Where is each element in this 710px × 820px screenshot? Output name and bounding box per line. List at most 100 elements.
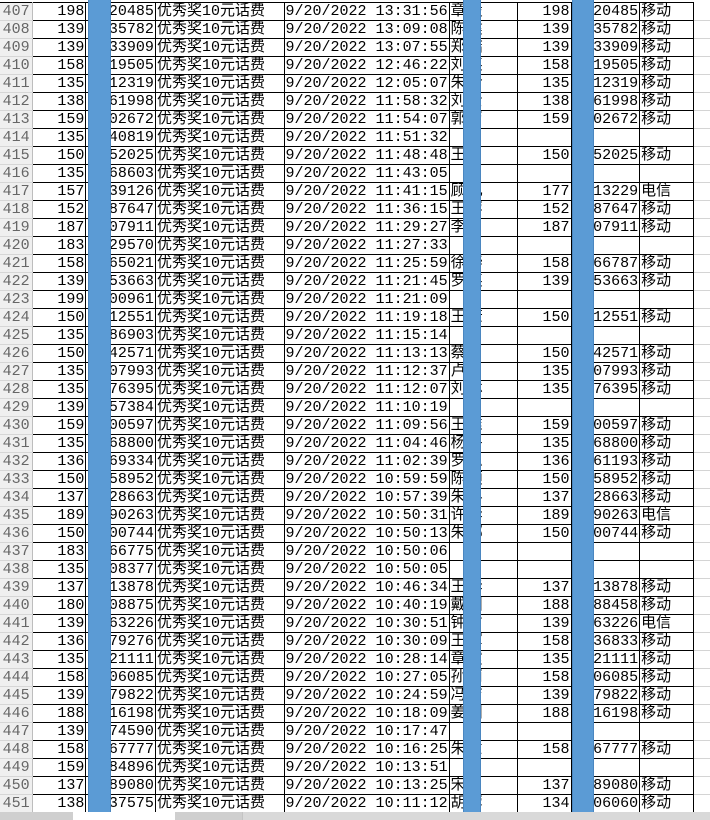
phone-prefix-cell[interactable]: 139 [32, 398, 87, 417]
row-header[interactable]: 426 [0, 344, 34, 363]
phone-suffix-cell[interactable]: 74590 [106, 722, 156, 741]
phone-prefix-cell[interactable]: 135 [32, 434, 87, 453]
datetime-cell[interactable]: 9/20/2022 10:50:13 [283, 524, 450, 543]
phone-suffix-cell[interactable]: 63226 [106, 614, 156, 633]
carrier-cell[interactable]: 电信 [639, 614, 694, 633]
row-header[interactable]: 435 [0, 506, 34, 525]
phone-suffix-cell[interactable]: 65021 [106, 254, 156, 273]
phone-prefix-cell[interactable]: 188 [32, 704, 87, 723]
surname-cell[interactable]: 章 [448, 650, 467, 669]
phone-prefix-2-cell[interactable]: 150 [517, 524, 572, 543]
empty-cell[interactable] [692, 398, 710, 417]
datetime-cell[interactable]: 9/20/2022 11:51:32 [283, 128, 450, 147]
carrier-cell[interactable] [639, 290, 694, 309]
phone-prefix-2-cell[interactable] [517, 128, 572, 147]
phone-prefix-2-cell[interactable]: 159 [517, 416, 572, 435]
phone-suffix-cell[interactable]: 89080 [106, 776, 156, 795]
prize-cell[interactable]: 优秀奖10元话费 [154, 182, 285, 201]
prize-cell[interactable]: 优秀奖10元话费 [154, 110, 285, 129]
carrier-cell[interactable]: 移动 [639, 668, 694, 687]
empty-cell[interactable] [692, 2, 710, 21]
empty-cell[interactable] [692, 488, 710, 507]
surname-cell[interactable]: 郑 [448, 38, 467, 57]
phone-prefix-2-cell[interactable]: 187 [517, 218, 572, 237]
empty-cell[interactable] [692, 182, 710, 201]
phone-suffix-cell[interactable]: 87647 [106, 200, 156, 219]
surname-cell[interactable]: 孙 [448, 668, 467, 687]
carrier-cell[interactable]: 移动 [639, 272, 694, 291]
phone-suffix-2-cell[interactable]: 07993 [591, 362, 641, 381]
datetime-cell[interactable]: 9/20/2022 11:27:33 [283, 236, 450, 255]
empty-cell[interactable] [692, 740, 710, 759]
row-header[interactable]: 423 [0, 290, 34, 309]
row-header[interactable]: 432 [0, 452, 34, 471]
prize-cell[interactable]: 优秀奖10元话费 [154, 632, 285, 651]
phone-prefix-2-cell[interactable]: 152 [517, 200, 572, 219]
datetime-cell[interactable]: 9/20/2022 10:13:25 [283, 776, 450, 795]
datetime-cell[interactable]: 9/20/2022 11:58:32 [283, 92, 450, 111]
surname-cell[interactable]: 王 [448, 308, 467, 327]
row-header[interactable]: 417 [0, 182, 34, 201]
empty-cell[interactable] [692, 200, 710, 219]
empty-cell[interactable] [692, 74, 710, 93]
row-header[interactable]: 451 [0, 794, 34, 813]
phone-suffix-2-cell[interactable]: 13229 [591, 182, 641, 201]
carrier-cell[interactable]: 移动 [639, 776, 694, 795]
surname-cell[interactable]: 朱 [448, 488, 467, 507]
surname-cell[interactable]: 戴 [448, 596, 467, 615]
empty-cell[interactable] [692, 290, 710, 309]
phone-suffix-2-cell[interactable]: 42571 [591, 344, 641, 363]
prize-cell[interactable]: 优秀奖10元话费 [154, 344, 285, 363]
prize-cell[interactable]: 优秀奖10元话费 [154, 92, 285, 111]
phone-suffix-cell[interactable]: 13878 [106, 578, 156, 597]
datetime-cell[interactable]: 9/20/2022 11:25:59 [283, 254, 450, 273]
carrier-cell[interactable] [639, 758, 694, 777]
datetime-cell[interactable]: 9/20/2022 12:46:22 [283, 56, 450, 75]
row-header[interactable]: 433 [0, 470, 34, 489]
carrier-cell[interactable]: 移动 [639, 416, 694, 435]
phone-suffix-cell[interactable]: 02672 [106, 110, 156, 129]
datetime-cell[interactable]: 9/20/2022 11:21:09 [283, 290, 450, 309]
phone-prefix-cell[interactable]: 159 [32, 416, 87, 435]
datetime-cell[interactable]: 9/20/2022 11:36:15 [283, 200, 450, 219]
carrier-cell[interactable] [639, 128, 694, 147]
row-header[interactable]: 407 [0, 2, 34, 21]
phone-suffix-2-cell[interactable]: 87647 [591, 200, 641, 219]
phone-prefix-2-cell[interactable]: 158 [517, 740, 572, 759]
phone-prefix-cell[interactable]: 159 [32, 110, 87, 129]
datetime-cell[interactable]: 9/20/2022 11:41:15 [283, 182, 450, 201]
carrier-cell[interactable]: 移动 [639, 308, 694, 327]
prize-cell[interactable]: 优秀奖10元话费 [154, 470, 285, 489]
row-header[interactable]: 414 [0, 128, 34, 147]
carrier-cell[interactable]: 移动 [639, 704, 694, 723]
empty-cell[interactable] [692, 470, 710, 489]
phone-prefix-cell[interactable]: 135 [32, 164, 87, 183]
phone-prefix-cell[interactable]: 137 [32, 488, 87, 507]
empty-cell[interactable] [692, 560, 710, 579]
carrier-cell[interactable]: 移动 [639, 92, 694, 111]
phone-suffix-2-cell[interactable] [591, 164, 641, 183]
phone-prefix-cell[interactable]: 158 [32, 740, 87, 759]
phone-prefix-cell[interactable]: 139 [32, 614, 87, 633]
phone-prefix-2-cell[interactable] [517, 236, 572, 255]
phone-prefix-2-cell[interactable]: 135 [517, 434, 572, 453]
phone-prefix-2-cell[interactable] [517, 326, 572, 345]
phone-suffix-cell[interactable]: 68603 [106, 164, 156, 183]
phone-suffix-cell[interactable]: 68800 [106, 434, 156, 453]
phone-prefix-2-cell[interactable]: 188 [517, 704, 572, 723]
phone-prefix-2-cell[interactable]: 150 [517, 308, 572, 327]
phone-prefix-2-cell[interactable]: 198 [517, 2, 572, 21]
phone-suffix-cell[interactable]: 21111 [106, 650, 156, 669]
row-header[interactable]: 437 [0, 542, 34, 561]
phone-prefix-2-cell[interactable]: 135 [517, 74, 572, 93]
phone-prefix-cell[interactable]: 157 [32, 182, 87, 201]
prize-cell[interactable]: 优秀奖10元话费 [154, 20, 285, 39]
surname-cell[interactable]: 王 [448, 200, 467, 219]
prize-cell[interactable]: 优秀奖10元话费 [154, 200, 285, 219]
phone-prefix-2-cell[interactable]: 137 [517, 488, 572, 507]
phone-prefix-2-cell[interactable]: 137 [517, 578, 572, 597]
row-header[interactable]: 430 [0, 416, 34, 435]
prize-cell[interactable]: 优秀奖10元话费 [154, 506, 285, 525]
empty-cell[interactable] [692, 506, 710, 525]
